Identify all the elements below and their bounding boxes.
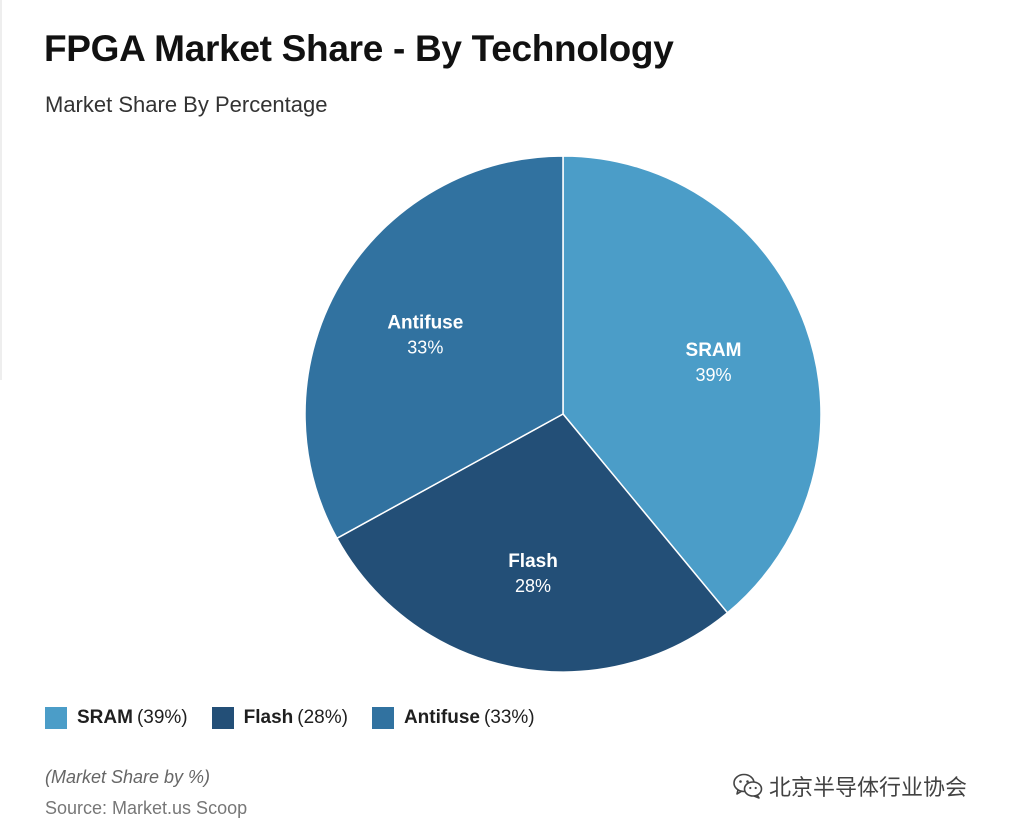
slice-label-name-antifuse: Antifuse bbox=[387, 313, 463, 334]
chart-note: (Market Share by %) bbox=[45, 767, 211, 787]
slice-label-name-sram: SRAM bbox=[686, 340, 742, 361]
pie-labels: SRAM 39% Flash 28% Antifuse 33% bbox=[387, 313, 741, 597]
legend-item-antifuse: Antifuse (33%) bbox=[371, 707, 535, 729]
legend-value-sram: (39%) bbox=[136, 707, 188, 728]
legend-value-antifuse: (33%) bbox=[483, 707, 535, 728]
chart-legend: SRAM (39%) Flash (28%) Antifuse (33%) bbox=[45, 707, 535, 729]
legend-name-antifuse: Antifuse bbox=[403, 707, 480, 728]
legend-value-flash: (28%) bbox=[297, 707, 348, 728]
pie-slice-sram bbox=[562, 155, 822, 614]
legend-swatch-flash bbox=[211, 707, 234, 729]
legend-name-sram: SRAM bbox=[77, 707, 133, 728]
slice-label-value-antifuse: 33% bbox=[407, 338, 443, 358]
legend-item-sram: SRAM (39%) bbox=[45, 707, 188, 729]
legend-swatch-antifuse bbox=[371, 707, 394, 729]
slice-label-name-flash: Flash bbox=[508, 551, 558, 572]
chart-subtitle: Market Share By Percentage bbox=[45, 92, 328, 117]
slice-label-value-sram: 39% bbox=[695, 365, 731, 385]
legend-item-flash: Flash (28%) bbox=[211, 707, 348, 729]
pie-slice-antifuse bbox=[304, 155, 564, 540]
left-border-line bbox=[0, 0, 2, 380]
watermark: 北京半导体行业协会 bbox=[733, 770, 967, 802]
legend-name-flash: Flash bbox=[243, 707, 294, 728]
chart-source: Source: Market.us Scoop bbox=[45, 798, 248, 818]
watermark-text: 北京半导体行业协会 bbox=[769, 776, 968, 801]
legend-swatch-sram bbox=[45, 707, 67, 729]
pie-slice-flash bbox=[335, 413, 729, 673]
wechat-icon bbox=[733, 773, 763, 799]
chart-title: FPGA Market Share - By Technology bbox=[44, 28, 674, 69]
pie-chart: SRAM 39% Flash 28% Antifuse 33% bbox=[304, 155, 822, 673]
slice-label-value-flash: 28% bbox=[515, 576, 551, 596]
pie-slices bbox=[304, 155, 822, 673]
